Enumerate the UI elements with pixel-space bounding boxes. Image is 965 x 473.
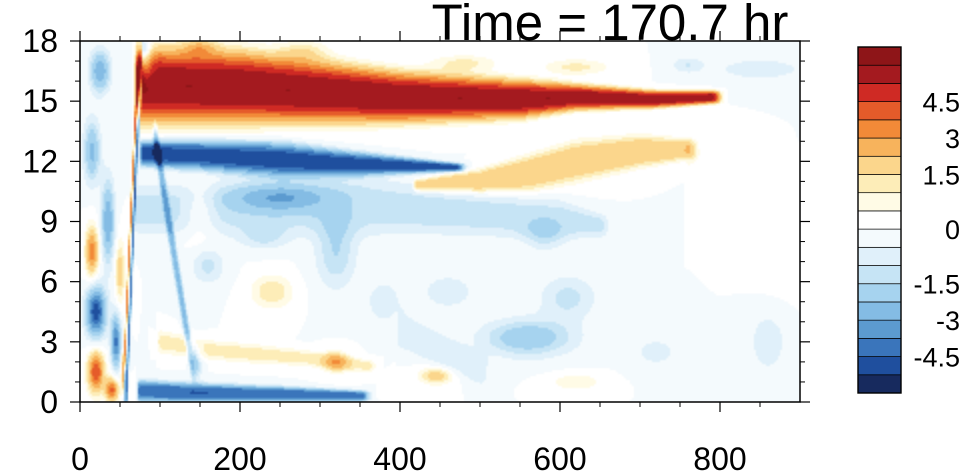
colorbar-swatch — [857, 356, 902, 376]
colorbar-tick-label: 3 — [945, 124, 960, 154]
colorbar-swatch — [857, 119, 902, 139]
colorbar-swatch — [857, 155, 902, 175]
x-tick-label: 0 — [71, 441, 89, 473]
y-tick-label: 0 — [40, 384, 58, 420]
colorbar: 4.5 3 1.5 0 -1.5 -3 -4.5 — [857, 46, 960, 394]
colorbar-swatch — [857, 192, 902, 212]
colorbar-swatch — [857, 174, 902, 194]
colorbar-tick-label: -1.5 — [913, 270, 960, 300]
colorbar-swatch — [857, 319, 902, 339]
colorbar-swatch — [857, 101, 902, 121]
colorbar-swatch — [857, 210, 902, 230]
colorbar-swatch — [857, 137, 902, 157]
colorbar-frame — [857, 46, 902, 394]
colorbar-tick-label: -3 — [936, 306, 960, 336]
y-tick-label: 15 — [22, 83, 58, 119]
colorbar-swatch — [857, 83, 902, 102]
heatmap-raster — [80, 41, 800, 402]
chart-title: Time = 170.7 hr — [432, 0, 789, 51]
colorbar-swatch — [857, 246, 902, 266]
colorbar-swatch — [857, 301, 902, 321]
x-tick-label: 400 — [373, 441, 426, 473]
colorbar-swatch — [857, 265, 902, 285]
y-tick-label: 3 — [40, 324, 58, 360]
x-tick-label: 800 — [693, 441, 746, 473]
plot-axes: 0 200 400 600 800 0 3 6 9 12 15 18 — [22, 23, 810, 473]
colorbar-swatch — [857, 338, 902, 357]
y-tick-label: 6 — [40, 264, 58, 300]
x-tick-label: 600 — [533, 441, 586, 473]
colorbar-swatch — [857, 374, 902, 394]
x-tick-label: 200 — [213, 441, 266, 473]
colorbar-swatch — [857, 283, 902, 303]
colorbar-swatch — [857, 46, 902, 66]
colorbar-tick-label: 1.5 — [922, 160, 960, 190]
heatmap-field — [80, 41, 800, 402]
y-tick-label: 12 — [22, 143, 58, 179]
y-tick-label: 18 — [22, 23, 58, 59]
colorbar-tick-label: 0 — [945, 215, 960, 245]
colorbar-swatch — [857, 64, 902, 84]
colorbar-swatch — [857, 228, 902, 248]
colorbar-tick-label: 4.5 — [922, 88, 960, 118]
colorbar-tick-label: -4.5 — [913, 343, 960, 373]
y-tick-label: 9 — [40, 204, 58, 240]
